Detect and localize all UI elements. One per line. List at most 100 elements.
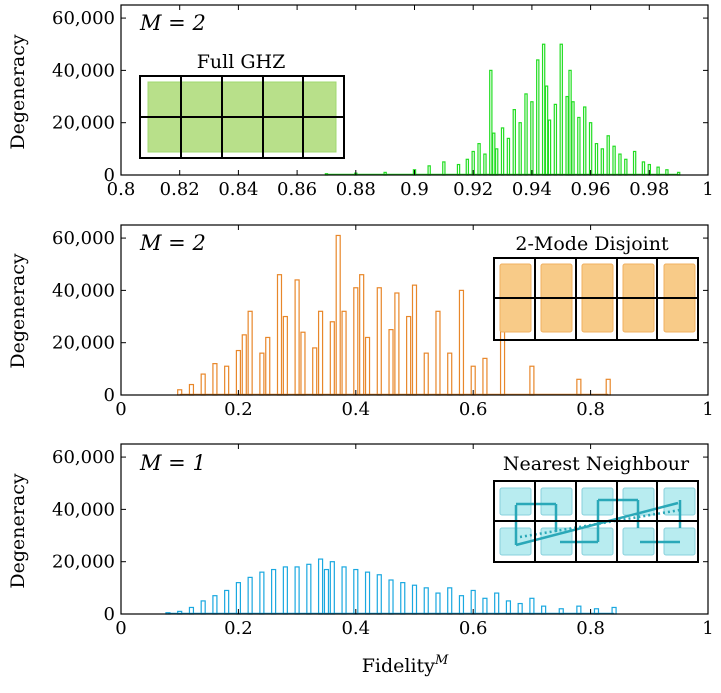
two-mode-disjoint-inset — [493, 257, 699, 341]
bar — [641, 161, 646, 176]
bar — [411, 584, 418, 615]
panel-3: 0 0.2 0.4 0.6 0.8 1 0 20,000 40,000 60,000 Degen… — [7, 443, 714, 639]
bar — [353, 287, 359, 396]
x-tick-label: 1 — [702, 399, 713, 420]
bar — [529, 597, 535, 615]
x-tick-label: 0.86 — [277, 179, 317, 200]
panel-1-y-ticks: 0 20,000 40,000 60,000 — [52, 8, 708, 186]
panel-2-m-label: M = 2 — [139, 231, 206, 255]
y-tick-label: 60,000 — [52, 228, 115, 249]
bar — [618, 153, 622, 176]
bar — [341, 310, 347, 396]
bar — [423, 352, 429, 396]
x-tick-label: 0 — [115, 399, 126, 420]
bar — [271, 568, 277, 615]
bar — [200, 373, 206, 396]
x-tick-label: 0.82 — [160, 179, 200, 200]
panel-2-y-label: Degeneracy — [7, 253, 29, 368]
panel-3-bars — [165, 558, 617, 615]
bar — [544, 85, 549, 176]
bar — [541, 43, 546, 176]
x-tick-label: 0 — [115, 618, 126, 639]
bar — [458, 289, 465, 396]
x-tick-label: 0.4 — [341, 399, 370, 420]
x-tick-label: 0.2 — [224, 618, 253, 639]
bar — [212, 363, 218, 396]
bar — [353, 568, 359, 615]
panel-3-m-label: M = 1 — [139, 451, 206, 475]
bar — [376, 574, 382, 615]
panel-1-x-ticks: 0.8 0.82 0.84 0.86 0.88 0.9 0.92 0.94 0.96 0.98 1 — [107, 5, 714, 200]
bar — [259, 352, 265, 396]
bar — [465, 158, 470, 176]
bar — [388, 329, 394, 396]
bar — [505, 600, 512, 615]
bar — [492, 132, 496, 176]
y-tick-label: 60,000 — [52, 8, 115, 29]
bar — [376, 287, 382, 396]
panel-3-inset-title: Nearest Neighbour — [503, 453, 690, 475]
bar — [317, 310, 324, 396]
bar — [241, 334, 247, 396]
panel-1: 0.8 0.82 0.84 0.86 0.88 0.9 0.92 0.94 0.96 0.98 1 … — [7, 4, 714, 200]
x-axis-label-superscript: M — [434, 653, 449, 668]
bar — [494, 148, 499, 176]
bar — [224, 365, 230, 396]
y-tick-label: 0 — [104, 604, 115, 625]
bar — [329, 321, 335, 396]
bar — [482, 597, 488, 615]
x-tick-label: 1 — [702, 618, 713, 639]
bar — [364, 571, 371, 615]
bar — [247, 310, 253, 396]
panel-1-m-label: M = 2 — [139, 11, 206, 35]
bar — [400, 582, 406, 615]
bar — [512, 109, 516, 176]
bar — [632, 150, 637, 176]
bar — [282, 315, 288, 396]
bar — [483, 153, 487, 176]
inset-cells — [499, 487, 696, 556]
bar — [571, 101, 575, 176]
bar — [447, 587, 453, 615]
bar — [518, 122, 522, 176]
bar — [200, 600, 206, 615]
x-tick-label: 0.88 — [336, 179, 376, 200]
bar — [517, 602, 523, 615]
panel-3-y-label: Degeneracy — [7, 473, 29, 588]
panel-3-x-ticks: 0 0.2 0.4 0.6 0.8 1 — [115, 444, 714, 639]
bar — [594, 143, 599, 176]
y-tick-label: 20,000 — [52, 113, 115, 134]
bar — [477, 143, 481, 176]
bar — [323, 568, 330, 615]
y-tick-label: 20,000 — [52, 552, 115, 573]
bar — [317, 558, 324, 615]
bar — [188, 383, 195, 396]
y-tick-label: 60,000 — [52, 447, 115, 468]
bar — [329, 561, 335, 615]
bar — [500, 127, 505, 176]
bar — [388, 579, 394, 615]
full-ghz-inset — [139, 75, 345, 159]
bar — [341, 566, 347, 615]
x-tick-label: 0.4 — [341, 618, 370, 639]
bar — [306, 563, 312, 615]
x-tick-label: 0.96 — [571, 179, 611, 200]
panel-2-inset-title: 2-Mode Disjoint — [515, 233, 669, 255]
bar — [394, 292, 400, 396]
bar — [605, 378, 611, 396]
bar — [506, 137, 511, 176]
x-tick-label: 0.6 — [459, 618, 488, 639]
bar — [427, 165, 431, 176]
bar — [600, 148, 605, 176]
panel-2-axes-frame — [120, 224, 709, 396]
bar — [524, 93, 528, 176]
bar — [489, 69, 493, 176]
bar — [294, 279, 300, 396]
y-tick-label: 0 — [104, 385, 115, 406]
coupling-bonds — [514, 498, 682, 547]
bar — [577, 116, 581, 176]
y-tick-label: 20,000 — [52, 333, 115, 354]
bar — [442, 161, 446, 176]
x-tick-label: 0.8 — [576, 618, 605, 639]
